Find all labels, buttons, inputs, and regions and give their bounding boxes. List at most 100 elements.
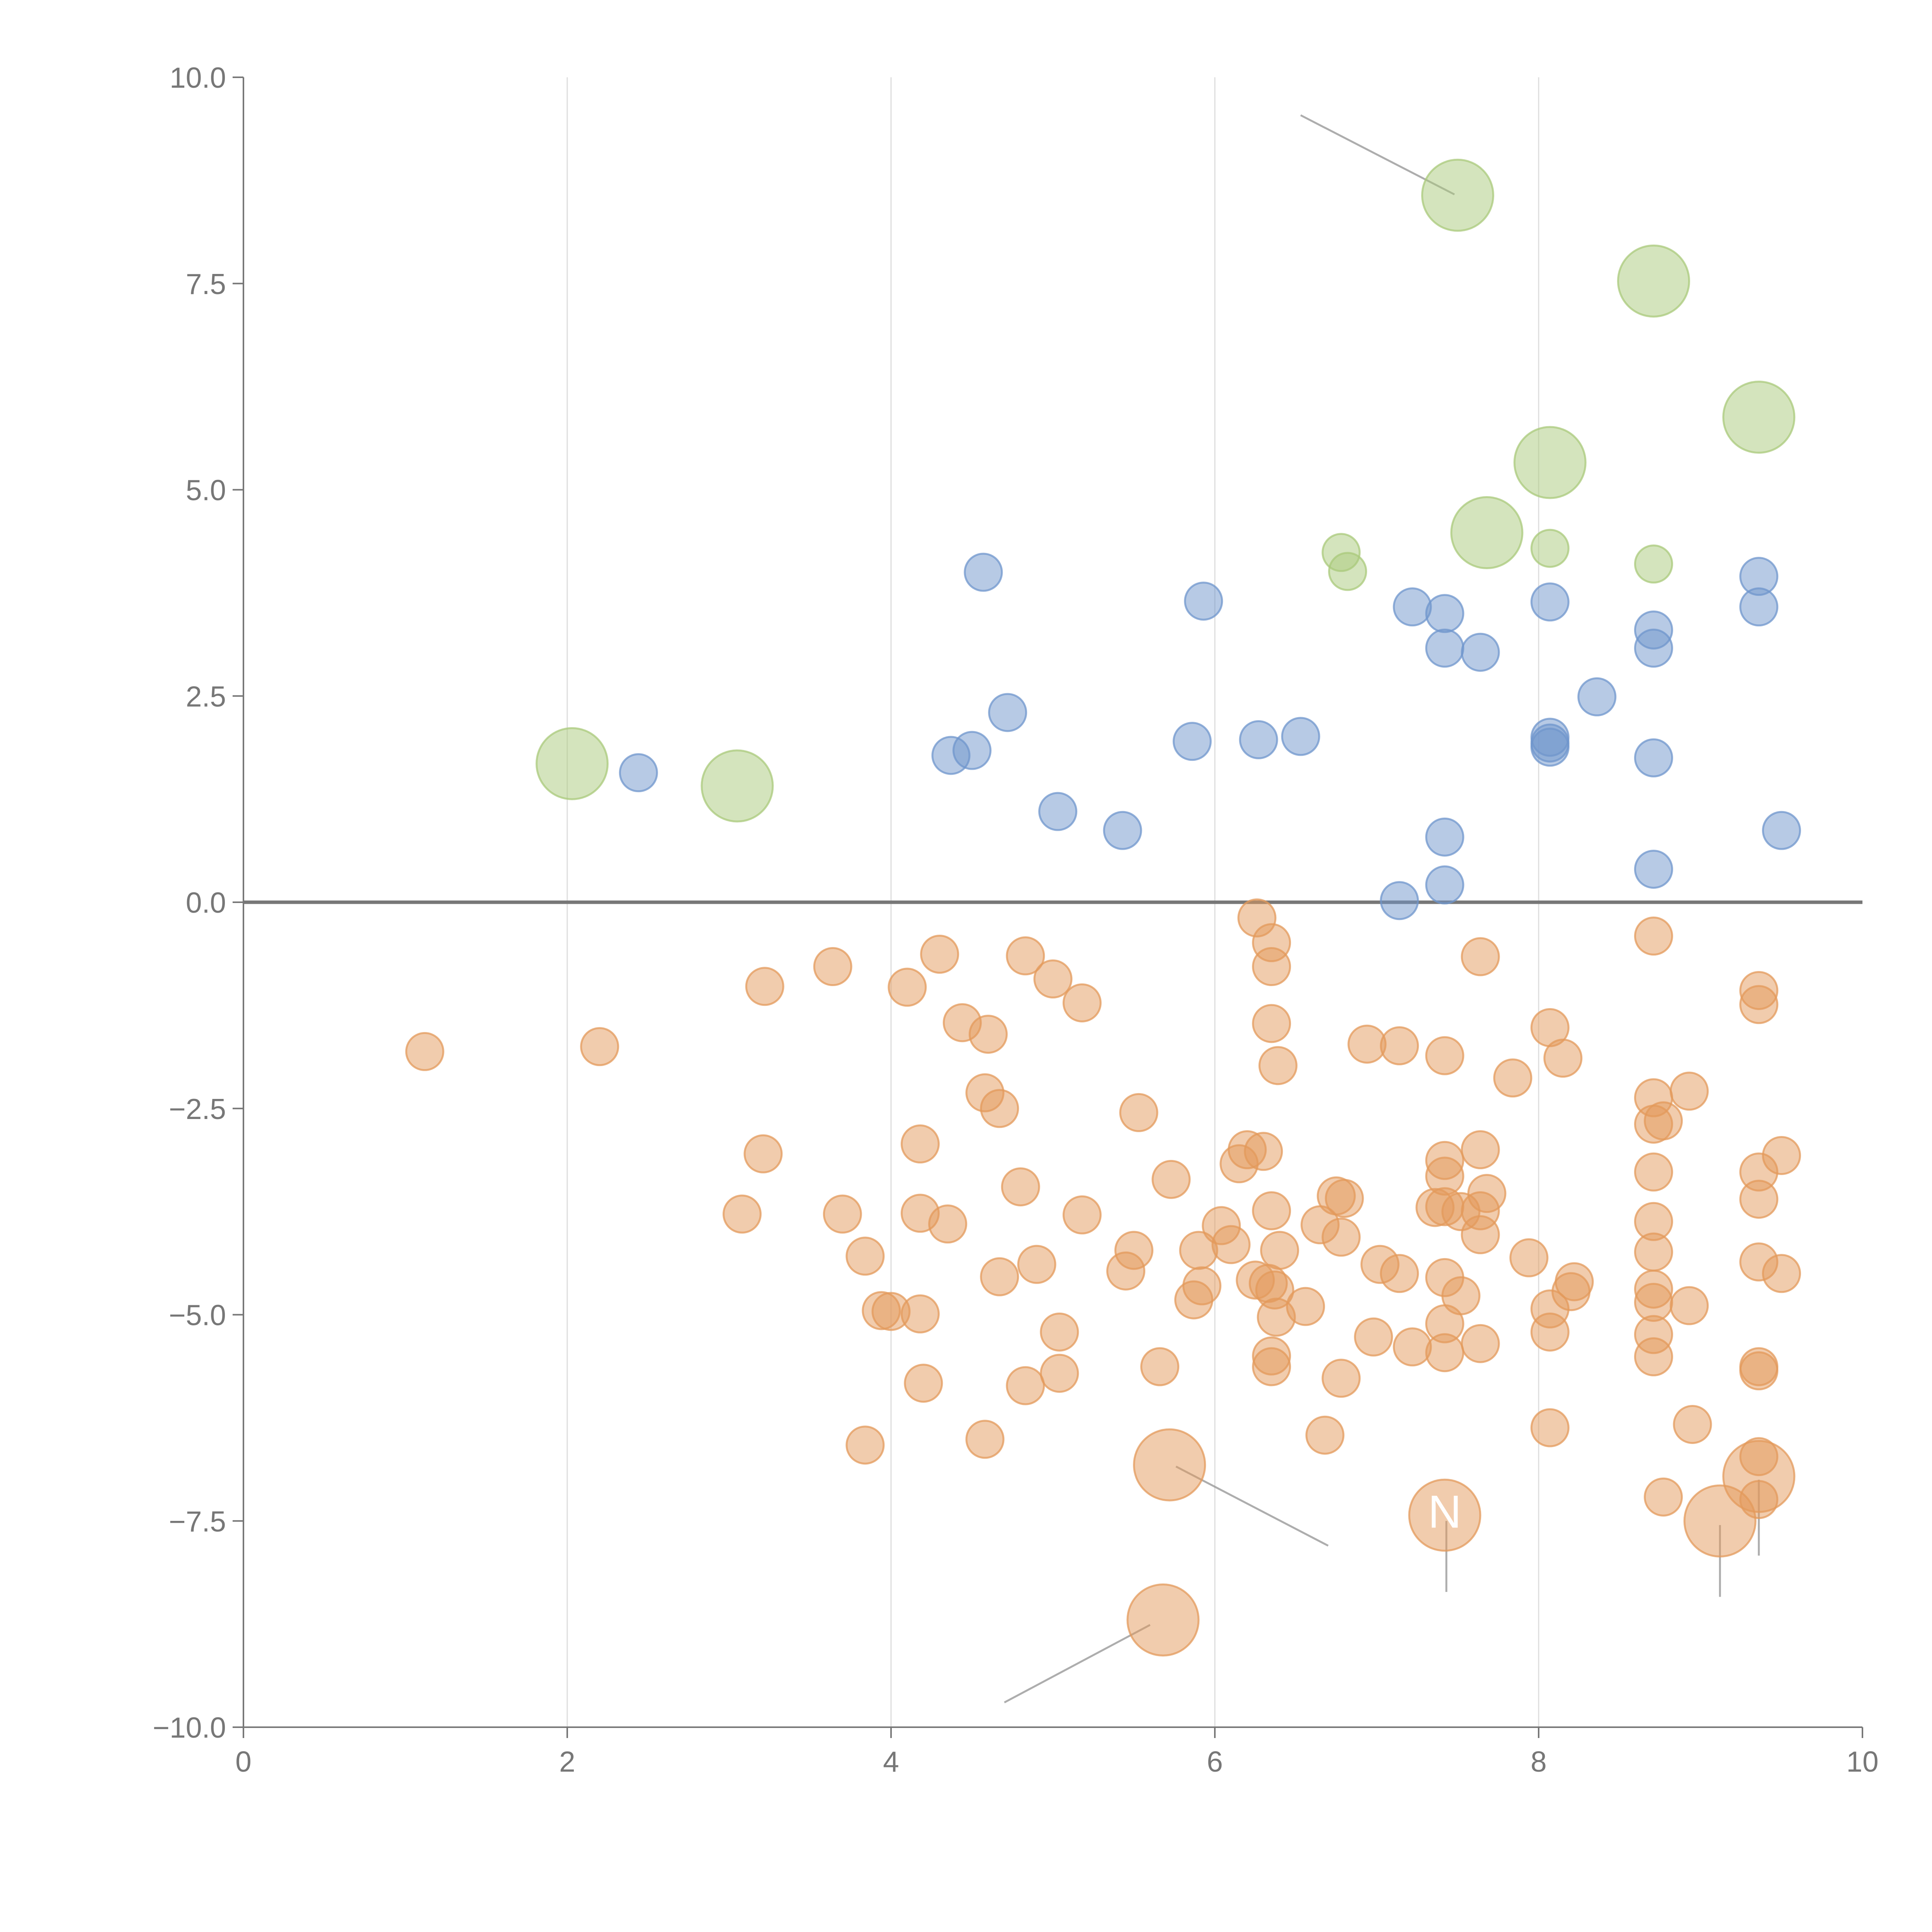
orange-bubble bbox=[928, 1204, 968, 1244]
orange-bubble bbox=[900, 1124, 940, 1164]
orange-bubble bbox=[1325, 1179, 1364, 1218]
orange-bubble bbox=[1634, 1337, 1673, 1376]
blue-bubble bbox=[1393, 587, 1432, 627]
orange-bubble bbox=[1033, 959, 1073, 999]
green-bubble bbox=[1421, 158, 1494, 232]
orange-bubble bbox=[1530, 1312, 1570, 1352]
orange-bubble bbox=[1062, 983, 1102, 1022]
x-tick-label: 8 bbox=[1531, 1745, 1547, 1778]
orange-bubble bbox=[1211, 1225, 1251, 1264]
blue-bubble bbox=[1239, 720, 1278, 759]
blue-bubble bbox=[1103, 811, 1142, 850]
orange-bubble bbox=[1554, 1262, 1594, 1301]
orange-bubble bbox=[1133, 1428, 1206, 1502]
orange-bubble bbox=[1006, 936, 1045, 976]
orange-bubble bbox=[1260, 1231, 1299, 1270]
y-tick-label: −10.0 bbox=[153, 1711, 226, 1744]
orange-bubble bbox=[1305, 1415, 1345, 1455]
y-tick-label: 10.0 bbox=[170, 61, 226, 94]
orange-bubble bbox=[1425, 1333, 1464, 1372]
orange-bubble bbox=[1509, 1238, 1549, 1277]
orange-bubble bbox=[1673, 1405, 1712, 1444]
y-tick-label: 2.5 bbox=[186, 680, 226, 713]
green-bubble bbox=[1722, 381, 1796, 454]
green-bubble bbox=[1450, 496, 1524, 570]
orange-bubble bbox=[813, 947, 852, 986]
orange-bubble bbox=[1543, 1039, 1583, 1078]
blue-bubble bbox=[619, 753, 658, 793]
blue-bubble bbox=[964, 553, 1003, 592]
orange-bubble bbox=[1408, 1478, 1481, 1552]
axis-layer: 0 2 4 6 8 10 10.0 7.5 5.0 2.5 0.0 −2.5 −5.0 −7.5 −10.0 bbox=[153, 61, 1879, 1778]
orange-bubble bbox=[1461, 1130, 1500, 1169]
orange-bubble bbox=[1762, 1254, 1801, 1293]
orange-bubble bbox=[1252, 1347, 1291, 1386]
orange-bubble bbox=[1393, 1327, 1432, 1367]
green-bubble bbox=[701, 749, 774, 823]
blue-bubble bbox=[1762, 811, 1801, 850]
leader-layer bbox=[1004, 114, 1760, 1704]
point-layer bbox=[405, 158, 1801, 1656]
orange-bubble bbox=[580, 1027, 619, 1066]
orange-bubble bbox=[1683, 1484, 1757, 1558]
x-tick-label: 10 bbox=[1846, 1745, 1878, 1778]
orange-bubble bbox=[1321, 1359, 1361, 1398]
orange-bubble bbox=[1252, 947, 1291, 986]
orange-bubble bbox=[1244, 1132, 1283, 1171]
y-tick-label: 0.0 bbox=[186, 886, 226, 919]
annotation-label: N bbox=[1428, 1486, 1462, 1537]
y-tick-label: −7.5 bbox=[169, 1505, 226, 1537]
orange-bubble bbox=[745, 967, 784, 1006]
x-tick-label: 2 bbox=[559, 1745, 575, 1778]
blue-bubble bbox=[1530, 582, 1570, 622]
blue-bubble bbox=[1425, 628, 1464, 668]
orange-bubble bbox=[1670, 1286, 1709, 1325]
orange-bubble bbox=[888, 968, 927, 1007]
blue-bubble bbox=[1425, 865, 1464, 905]
orange-bubble bbox=[1252, 1004, 1291, 1043]
orange-bubble bbox=[980, 1089, 1019, 1128]
orange-bubble bbox=[1151, 1160, 1191, 1199]
blue-bubble bbox=[1634, 738, 1673, 777]
x-tick-label: 6 bbox=[1207, 1745, 1223, 1778]
blue-bubble bbox=[1425, 594, 1464, 633]
orange-bubble bbox=[845, 1425, 885, 1465]
y-tick-label: 5.0 bbox=[186, 474, 226, 507]
orange-bubble bbox=[1062, 1195, 1102, 1235]
orange-bubble bbox=[1126, 1583, 1200, 1656]
orange-bubble bbox=[1001, 1167, 1040, 1207]
orange-bubble bbox=[1739, 1180, 1779, 1219]
orange-bubble bbox=[743, 1134, 783, 1173]
blue-bubble bbox=[1739, 587, 1779, 627]
orange-bubble bbox=[1380, 1026, 1419, 1065]
blue-bubble bbox=[1281, 717, 1320, 756]
orange-bubble bbox=[904, 1364, 943, 1403]
orange-bubble bbox=[1461, 1324, 1500, 1363]
y-tick-label: −2.5 bbox=[169, 1093, 226, 1125]
orange-bubble bbox=[1461, 937, 1500, 976]
orange-bubble bbox=[1106, 1251, 1146, 1291]
green-bubble bbox=[1634, 544, 1673, 584]
orange-bubble bbox=[405, 1032, 444, 1071]
y-tick-label: −5.0 bbox=[169, 1299, 226, 1332]
blue-bubble bbox=[1461, 633, 1500, 672]
orange-bubble bbox=[1530, 1408, 1570, 1447]
blue-bubble bbox=[988, 693, 1027, 732]
orange-bubble bbox=[1119, 1093, 1158, 1132]
x-tick-label: 0 bbox=[235, 1745, 252, 1778]
blue-bubble bbox=[1577, 677, 1617, 716]
orange-bubble bbox=[1179, 1231, 1218, 1270]
blue-bubble bbox=[1634, 628, 1673, 668]
orange-bubble bbox=[1762, 1136, 1801, 1175]
orange-bubble bbox=[1634, 1232, 1673, 1272]
orange-bubble bbox=[1286, 1287, 1325, 1326]
orange-bubble bbox=[1258, 1046, 1298, 1085]
annot-layer: N bbox=[1428, 1486, 1462, 1537]
annotation-leader-line bbox=[1004, 1624, 1151, 1704]
orange-bubble bbox=[1174, 1280, 1214, 1320]
blue-bubble bbox=[1380, 881, 1419, 920]
orange-bubble bbox=[1644, 1101, 1683, 1141]
green-bubble bbox=[1328, 552, 1367, 591]
blue-bubble bbox=[1530, 723, 1570, 763]
orange-bubble bbox=[1380, 1254, 1419, 1293]
